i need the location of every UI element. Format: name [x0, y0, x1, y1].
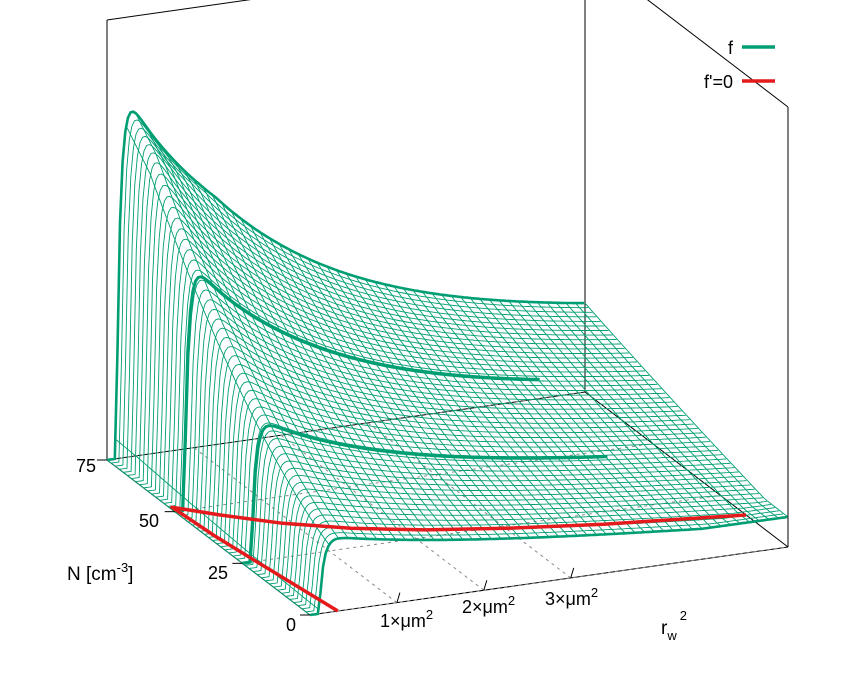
y-tick-label: 50 [139, 511, 159, 531]
legend-label-f: f [728, 38, 734, 58]
surface-line [364, 279, 569, 537]
surface-line [221, 202, 426, 541]
surface-line [297, 253, 502, 540]
y-tick-label: 75 [76, 456, 96, 476]
y-tick-label: 0 [286, 615, 296, 635]
x-tick-mark [483, 580, 488, 591]
x-tick-mark [570, 567, 575, 579]
surface-line [565, 302, 770, 520]
surface-line [183, 169, 387, 540]
surface-line [307, 258, 512, 539]
surface-line [106, 110, 585, 462]
surface-line [106, 459, 311, 616]
x-tick-mark [396, 592, 401, 603]
surface-line [393, 286, 598, 536]
surface-line [546, 302, 751, 523]
surface-line [498, 300, 703, 530]
y-tick-label: 25 [208, 563, 228, 583]
surface-f [106, 110, 789, 617]
x-axis-line [309, 546, 789, 616]
surface-line [383, 283, 588, 536]
surface-line [316, 262, 521, 539]
surface-line [135, 113, 340, 539]
surface-line [154, 137, 359, 539]
curve-f-prime-zero [170, 505, 747, 613]
surface-line [116, 439, 320, 611]
surface-line [450, 295, 655, 532]
x-tick-label: 2×μm2 [462, 593, 515, 617]
legend-label-f-prime: f'=0 [704, 72, 733, 92]
surface-line [479, 298, 684, 531]
surface-line [289, 500, 767, 600]
surface-line [173, 159, 378, 540]
surface-line [374, 281, 579, 537]
surface-line [403, 288, 607, 535]
surface-line [281, 493, 759, 594]
surface-line [469, 297, 674, 531]
surface-line [355, 276, 559, 537]
surface-line [250, 225, 454, 541]
surface-line [257, 453, 735, 576]
surface-line [527, 301, 731, 526]
surface-line [412, 289, 617, 535]
grid-line [280, 434, 485, 591]
surface-line [202, 186, 406, 541]
surface-line [192, 178, 397, 540]
surface-line [345, 273, 550, 538]
x-tick-label: 1×μm2 [380, 607, 433, 631]
surface-line [288, 248, 492, 540]
surface-line [269, 238, 473, 540]
surface-line [326, 266, 531, 539]
box-edge [106, 0, 252, 21]
legend: f f'=0 [704, 38, 775, 92]
surface-contour [174, 275, 540, 514]
x-tick-label: 3×μm2 [545, 585, 598, 609]
surface-line [489, 299, 693, 530]
surface-line [277, 488, 755, 591]
surface-line [460, 296, 665, 532]
surface-line [125, 125, 330, 545]
surface-line [259, 231, 464, 540]
surface-line [555, 302, 760, 522]
surface-line [422, 291, 626, 534]
surface-line [230, 210, 435, 541]
y-axis-label: N [cm-3] [67, 560, 133, 585]
axis-ticks [97, 459, 575, 616]
surface-line [536, 301, 741, 524]
surface-line [431, 293, 636, 534]
surface-line [164, 149, 368, 540]
surface-line [584, 302, 789, 518]
red-curve-line [170, 505, 747, 613]
surface-line [575, 302, 779, 519]
surface-line [517, 301, 722, 527]
surface-line [508, 300, 712, 528]
surface-line [211, 194, 416, 541]
surface-line [336, 269, 540, 538]
surface-line [240, 218, 445, 541]
x-axis-label: rw2 [661, 608, 687, 643]
box-edge [647, 0, 789, 108]
surface-line [278, 243, 483, 540]
surface-line [144, 125, 349, 539]
surface-line [441, 294, 645, 533]
surface-contour [242, 424, 608, 565]
